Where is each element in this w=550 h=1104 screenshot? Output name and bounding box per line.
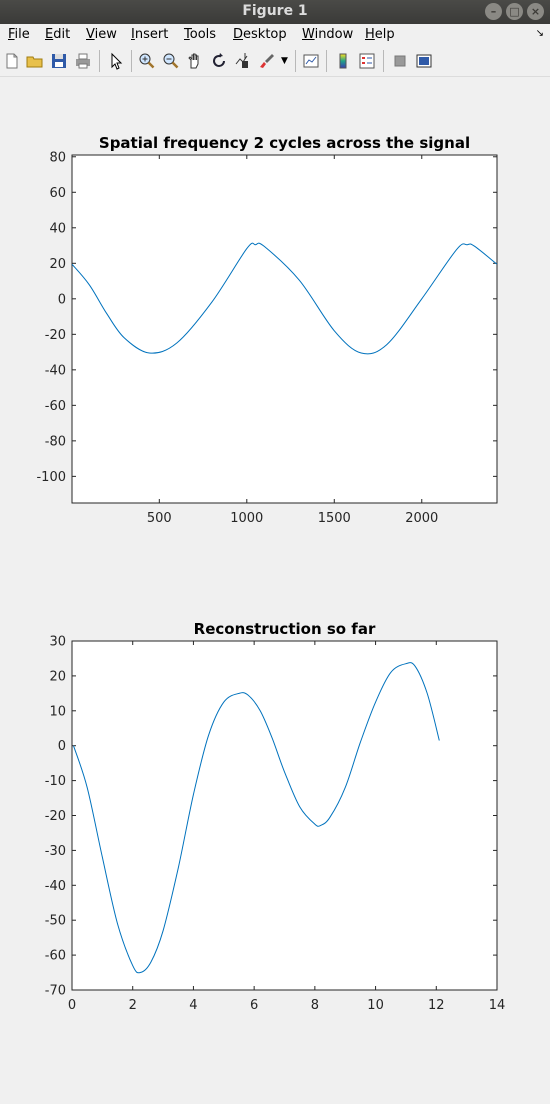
x-tick-label: 500 <box>147 511 172 526</box>
plot-area <box>71 154 498 504</box>
title-bar: Figure 1 – □ × <box>0 0 550 24</box>
new-figure-icon[interactable] <box>3 52 21 70</box>
minimize-icon[interactable]: – <box>485 3 502 20</box>
y-tick-label: -40 <box>45 879 66 894</box>
y-tick-label: -80 <box>45 434 66 449</box>
axes-2: Reconstruction so far 0 2 4 6 8 10 12 14 -70 -60 -5… <box>45 620 506 1013</box>
chart-title: Reconstruction so far <box>194 620 376 638</box>
chart-title: Spatial frequency 2 cycles across the si… <box>99 134 470 152</box>
figure-canvas: Spatial frequency 2 cycles across the si… <box>36 134 506 1013</box>
series-line <box>72 242 497 355</box>
y-tick-label: -100 <box>36 470 66 485</box>
menu-overflow-icon[interactable]: ↘ <box>535 28 544 39</box>
hide-plot-tools-icon[interactable] <box>391 52 409 70</box>
x-tick-label: 4 <box>189 998 197 1013</box>
x-tick-label: 2000 <box>405 511 438 526</box>
menu-desktop[interactable]: Desktop <box>233 27 287 42</box>
y-tick-label: 0 <box>58 739 66 754</box>
menu-insert[interactable]: Insert <box>131 27 169 42</box>
window-title: Figure 1 <box>242 3 308 19</box>
menu-edit[interactable]: Edit <box>45 27 71 42</box>
menu-bar: File Edit View Insert Tools Desktop Wind… <box>0 24 550 45</box>
x-tick-label: 0 <box>68 998 76 1013</box>
y-tick-label: -60 <box>45 399 66 414</box>
x-tick-label: 12 <box>428 998 445 1013</box>
zoom-in-icon[interactable] <box>138 52 156 70</box>
pan-hand-icon[interactable] <box>186 52 204 70</box>
x-tick-label: 1500 <box>318 511 351 526</box>
menu-window[interactable]: Window <box>302 27 354 42</box>
brush-dropdown-icon[interactable]: ▼ <box>281 56 288 66</box>
legend-icon[interactable] <box>358 52 376 70</box>
y-tick-label: -10 <box>45 774 66 789</box>
menu-view[interactable]: View <box>86 27 117 42</box>
close-icon[interactable]: × <box>527 3 544 20</box>
y-tick-label: -30 <box>45 844 66 859</box>
plot-area <box>71 640 498 991</box>
y-tick-label: -20 <box>45 809 66 824</box>
x-tick-label: 10 <box>367 998 384 1013</box>
x-tick-label: 2 <box>129 998 137 1013</box>
axes-1: Spatial frequency 2 cycles across the si… <box>36 134 498 526</box>
maximize-icon[interactable]: □ <box>506 3 523 20</box>
x-tick-label: 1000 <box>230 511 263 526</box>
menu-file[interactable]: File <box>8 27 30 42</box>
brush-icon[interactable] <box>258 52 276 70</box>
x-tick-label: 6 <box>250 998 258 1013</box>
show-plot-tools-icon[interactable] <box>415 52 433 70</box>
y-tick-label: -60 <box>45 949 66 964</box>
y-tick-label: 30 <box>49 635 66 650</box>
y-tick-label: -50 <box>45 914 66 929</box>
link-plot-icon[interactable] <box>302 52 320 70</box>
series-line <box>73 662 440 974</box>
y-tick-label: 20 <box>49 669 66 684</box>
x-tick-label: 14 <box>489 998 506 1013</box>
y-tick-label: 80 <box>49 150 66 165</box>
colorbar-icon[interactable] <box>334 52 352 70</box>
pointer-icon[interactable] <box>107 52 125 70</box>
y-tick-label: 0 <box>58 292 66 307</box>
menu-tools[interactable]: Tools <box>184 27 217 42</box>
y-tick-label: 10 <box>49 704 66 719</box>
y-tick-label: 40 <box>49 221 66 236</box>
open-file-icon[interactable] <box>26 52 44 70</box>
data-cursor-icon[interactable] <box>234 52 252 70</box>
save-icon[interactable] <box>50 52 68 70</box>
zoom-out-icon[interactable] <box>162 52 180 70</box>
x-tick-label: 8 <box>311 998 319 1013</box>
y-tick-label: -20 <box>45 328 66 343</box>
figure-toolbar: ▼ <box>0 46 550 77</box>
print-icon[interactable] <box>74 52 92 70</box>
rotate-3d-icon[interactable] <box>210 52 228 70</box>
y-tick-label: -40 <box>45 363 66 378</box>
menu-help[interactable]: Help <box>365 27 395 42</box>
y-tick-label: 60 <box>49 186 66 201</box>
y-tick-label: -70 <box>45 984 66 999</box>
y-tick-label: 20 <box>49 257 66 272</box>
